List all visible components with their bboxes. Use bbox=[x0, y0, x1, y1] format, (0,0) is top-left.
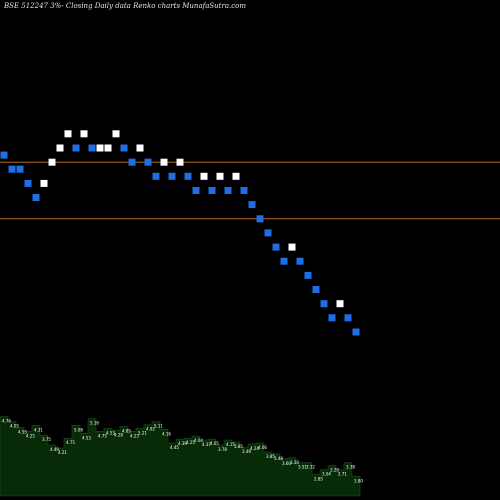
chart-title: BSE 512247 3%- Closing Daily data Renko … bbox=[4, 2, 247, 10]
volume-label: 3.60 bbox=[282, 461, 291, 466]
volume-label: 4.21 bbox=[58, 450, 67, 455]
brick-up bbox=[200, 172, 208, 180]
brick-up bbox=[40, 179, 48, 187]
brick-down bbox=[184, 172, 192, 180]
volume-labels: 4.764.054.554.254.313.754.494.214.755.08… bbox=[2, 419, 363, 484]
brick-down bbox=[264, 229, 272, 237]
volume-label: 5.11 bbox=[154, 424, 163, 429]
brick-up bbox=[336, 300, 344, 308]
volume-label: 5.21 bbox=[138, 430, 147, 435]
volume-label: 4.53 bbox=[82, 435, 91, 440]
brick-up bbox=[216, 172, 224, 180]
volume-label: 4.53 bbox=[106, 430, 115, 435]
volume-label: 4.76 bbox=[2, 419, 11, 424]
brick-down bbox=[256, 215, 264, 223]
volume-label: 4.31 bbox=[34, 427, 43, 432]
volume-label: 4.06 bbox=[258, 445, 267, 450]
brick-up bbox=[288, 243, 296, 251]
volume-area bbox=[0, 416, 361, 497]
brick-down bbox=[168, 172, 176, 180]
brick-down bbox=[328, 314, 336, 322]
volume-label: 4.75 bbox=[66, 440, 75, 445]
volume-label: 5.08 bbox=[74, 427, 83, 432]
volume-label: 3.30 bbox=[290, 460, 299, 465]
brick-up bbox=[104, 144, 112, 152]
volume-label: 3.20 bbox=[330, 468, 339, 473]
volume-label: 4.04 bbox=[194, 438, 203, 443]
volume-label: 4.37 bbox=[202, 442, 211, 447]
volume-label: 3.78 bbox=[218, 447, 227, 452]
brick-down bbox=[352, 328, 360, 336]
brick-down bbox=[72, 144, 80, 152]
brick-down bbox=[24, 179, 32, 187]
brick-down bbox=[304, 271, 312, 279]
brick-up bbox=[56, 144, 64, 152]
brick-down bbox=[320, 300, 328, 308]
volume-label: 4.45 bbox=[170, 445, 179, 450]
volume-label: 4.25 bbox=[26, 433, 35, 438]
brick-up bbox=[176, 158, 184, 166]
brick-down bbox=[88, 144, 96, 152]
brick-up bbox=[112, 130, 120, 138]
brick-up bbox=[160, 158, 168, 166]
volume-label: 3.04 bbox=[322, 472, 331, 477]
renko-bricks bbox=[0, 130, 360, 336]
brick-down bbox=[0, 151, 8, 159]
brick-down bbox=[312, 286, 320, 293]
volume-label: 5.16 bbox=[90, 421, 99, 426]
volume-label: 2.71 bbox=[338, 472, 347, 477]
volume-label: 4.28 bbox=[114, 432, 123, 437]
brick-down bbox=[296, 257, 304, 265]
brick-up bbox=[64, 130, 72, 138]
volume-label: 4.55 bbox=[18, 429, 27, 434]
brick-down bbox=[240, 187, 248, 194]
volume-label: 3.38 bbox=[346, 465, 355, 470]
volume-label: 4.15 bbox=[226, 442, 235, 447]
brick-down bbox=[248, 201, 256, 209]
volume-label: 4.25 bbox=[186, 440, 195, 445]
brick-down bbox=[272, 243, 280, 251]
brick-down bbox=[128, 158, 136, 166]
brick-down bbox=[16, 165, 24, 173]
volume-label: 4.05 bbox=[10, 424, 19, 429]
volume-label: 4.24 bbox=[250, 446, 259, 451]
volume-label: 3.51 bbox=[298, 465, 307, 470]
brick-down bbox=[224, 187, 232, 194]
volume-label: 2.85 bbox=[314, 476, 323, 481]
brick-up bbox=[96, 144, 104, 152]
brick-up bbox=[232, 172, 240, 180]
brick-down bbox=[192, 187, 200, 194]
volume-label: 4.85 bbox=[122, 428, 131, 433]
brick-down bbox=[144, 158, 152, 166]
reference-lines bbox=[0, 161, 500, 220]
brick-down bbox=[280, 257, 288, 265]
brick-down bbox=[344, 314, 352, 322]
brick-up bbox=[136, 144, 144, 152]
volume-label: 4.49 bbox=[50, 447, 59, 452]
volume-label: 3.85 bbox=[266, 454, 275, 459]
volume-label: 4.05 bbox=[210, 441, 219, 446]
volume-label: 3.85 bbox=[234, 444, 243, 449]
brick-down bbox=[32, 194, 40, 201]
volume-label: 3.49 bbox=[242, 449, 251, 454]
brick-down bbox=[8, 165, 16, 173]
volume-label: 3.75 bbox=[42, 437, 51, 442]
volume-label: 4.23 bbox=[130, 433, 139, 438]
volume-label: 4.16 bbox=[162, 431, 171, 436]
volume-label: 4.75 bbox=[98, 433, 107, 438]
brick-up bbox=[80, 130, 88, 138]
brick-up bbox=[48, 158, 56, 166]
volume-label: 3.48 bbox=[274, 456, 283, 461]
volume-label: 4.92 bbox=[146, 427, 155, 432]
volume-area-shape bbox=[0, 416, 361, 497]
volume-label: 3.80 bbox=[354, 478, 363, 483]
volume-label: 3.32 bbox=[306, 465, 315, 470]
brick-down bbox=[152, 172, 160, 180]
volume-label: 4.39 bbox=[178, 441, 187, 446]
brick-down bbox=[120, 144, 128, 152]
brick-down bbox=[208, 187, 216, 194]
